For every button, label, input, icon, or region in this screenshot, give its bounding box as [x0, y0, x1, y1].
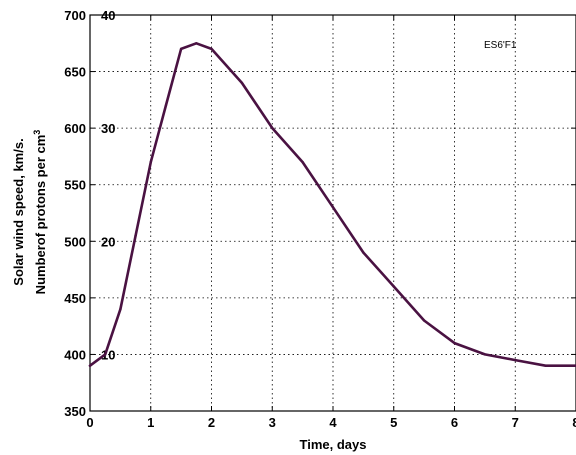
data-point: [271, 126, 274, 130]
chart-annotation: ES6'F1: [484, 40, 517, 51]
y-tick-label: 400: [64, 347, 86, 362]
data-point: [210, 47, 213, 51]
y-tick-label: 500: [64, 234, 86, 249]
data-point: [331, 206, 335, 209]
data-point: [544, 364, 547, 367]
y-tick-labels: 350 400 450 500 550 600 650 700: [64, 8, 86, 419]
data-point: [195, 42, 198, 45]
data-point: [422, 319, 426, 322]
data-point: [362, 251, 365, 254]
y-axis-label-secondary: Numberof protons per cm3: [32, 130, 48, 295]
data-point: [134, 234, 137, 237]
x-tick-label: 4: [329, 415, 337, 430]
tick-marks: [89, 14, 576, 412]
secondary-tick-label: 40: [101, 8, 115, 23]
data-point: [103, 353, 107, 356]
y-tick-label: 450: [64, 291, 86, 306]
secondary-tick-labels: 10 20 30 40: [101, 8, 115, 362]
secondary-tick-label: 30: [101, 121, 115, 136]
data-point: [119, 307, 122, 311]
x-tick-label: 8: [572, 415, 576, 430]
x-tick-label: 0: [86, 415, 93, 430]
secondary-tick-label: 20: [101, 234, 115, 249]
secondary-tick-label: 10: [101, 347, 115, 362]
data-point: [240, 81, 244, 85]
data-point: [301, 160, 304, 164]
y-tick-label: 600: [64, 121, 86, 136]
data-points: [88, 42, 576, 367]
x-axis-label: Time, days: [300, 437, 367, 452]
y-axis-label-secondary-sup: 3: [32, 130, 42, 135]
x-tick-labels: 0 1 2 3 4 5 6 7 8: [86, 415, 576, 430]
data-point: [88, 364, 92, 367]
data-point: [483, 353, 487, 356]
data-point: [164, 104, 168, 107]
y-tick-label: 650: [64, 65, 86, 80]
data-point: [149, 160, 152, 164]
y-tick-label: 550: [64, 178, 86, 193]
x-tick-label: 3: [269, 415, 276, 430]
y-tick-label: 350: [64, 404, 86, 419]
y-axis-label-secondary-text: Numberof protons per cm: [33, 135, 48, 295]
x-tick-label: 6: [451, 415, 458, 430]
data-point: [514, 358, 517, 362]
x-tick-label: 1: [147, 415, 154, 430]
y-tick-label: 700: [64, 8, 86, 23]
x-tick-label: 7: [512, 415, 519, 430]
data-point: [392, 285, 395, 288]
x-tick-label: 5: [390, 415, 397, 430]
x-tick-label: 2: [208, 415, 215, 430]
y-axis-label: Solar wind speed, km/s.: [11, 138, 26, 285]
data-point: [453, 341, 456, 345]
data-point: [179, 47, 183, 51]
grid: [90, 15, 576, 411]
